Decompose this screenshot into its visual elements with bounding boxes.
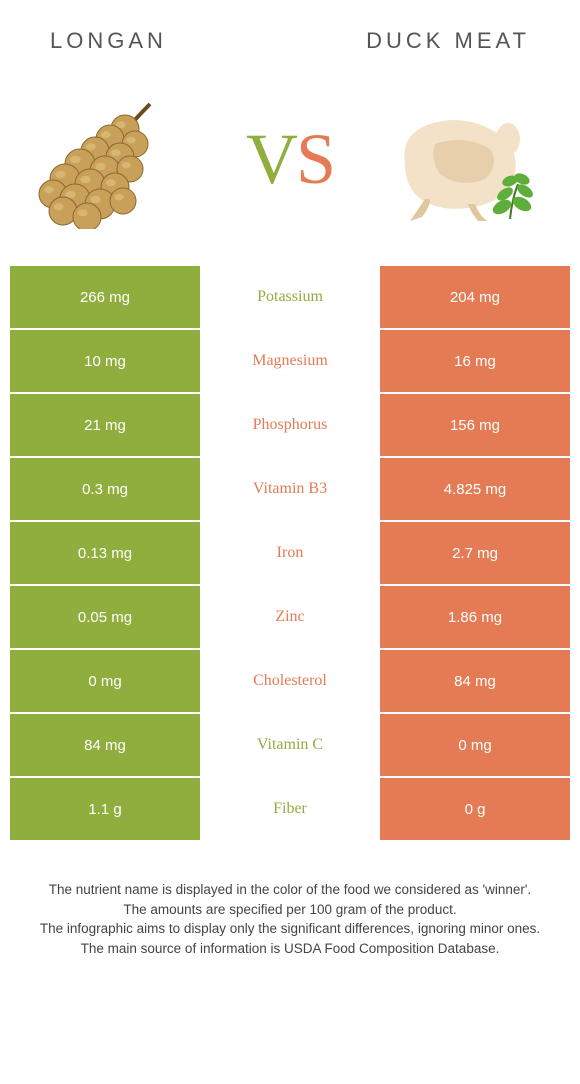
table-row: 0.3 mgVitamin B34.825 mg — [10, 456, 570, 520]
left-value: 10 mg — [10, 330, 200, 392]
nutrient-label: Vitamin C — [200, 714, 380, 776]
right-value: 16 mg — [380, 330, 570, 392]
table-row: 10 mgMagnesium16 mg — [10, 328, 570, 392]
nutrient-table: 266 mgPotassium204 mg10 mgMagnesium16 mg… — [10, 264, 570, 840]
table-row: 0.13 mgIron2.7 mg — [10, 520, 570, 584]
nutrient-label: Vitamin B3 — [200, 458, 380, 520]
left-value: 84 mg — [10, 714, 200, 776]
nutrient-label: Potassium — [200, 266, 380, 328]
nutrient-label: Iron — [200, 522, 380, 584]
left-food-title: LONGAN — [50, 28, 167, 54]
right-food-title: DUCK MEAT — [366, 28, 530, 54]
nutrient-label: Cholesterol — [200, 650, 380, 712]
table-row: 0.05 mgZinc1.86 mg — [10, 584, 570, 648]
nutrient-label: Fiber — [200, 778, 380, 840]
footnote-line: The main source of information is USDA F… — [18, 939, 562, 959]
longan-image — [30, 84, 200, 234]
left-value: 0 mg — [10, 650, 200, 712]
nutrient-label: Phosphorus — [200, 394, 380, 456]
nutrient-label: Magnesium — [200, 330, 380, 392]
left-value: 0.3 mg — [10, 458, 200, 520]
left-value: 0.05 mg — [10, 586, 200, 648]
table-row: 266 mgPotassium204 mg — [10, 264, 570, 328]
footnote-line: The nutrient name is displayed in the co… — [18, 880, 562, 900]
left-value: 0.13 mg — [10, 522, 200, 584]
right-value: 84 mg — [380, 650, 570, 712]
nutrient-label: Zinc — [200, 586, 380, 648]
footnote-line: The amounts are specified per 100 gram o… — [18, 900, 562, 920]
right-value: 0 mg — [380, 714, 570, 776]
duck-image — [380, 84, 550, 234]
right-value: 204 mg — [380, 266, 570, 328]
right-value: 156 mg — [380, 394, 570, 456]
right-value: 1.86 mg — [380, 586, 570, 648]
table-row: 21 mgPhosphorus156 mg — [10, 392, 570, 456]
table-row: 1.1 gFiber0 g — [10, 776, 570, 840]
vs-label: VS — [246, 118, 334, 201]
footnotes: The nutrient name is displayed in the co… — [0, 840, 580, 958]
footnote-line: The infographic aims to display only the… — [18, 919, 562, 939]
left-value: 266 mg — [10, 266, 200, 328]
right-value: 0 g — [380, 778, 570, 840]
left-value: 1.1 g — [10, 778, 200, 840]
table-row: 0 mgCholesterol84 mg — [10, 648, 570, 712]
left-value: 21 mg — [10, 394, 200, 456]
right-value: 2.7 mg — [380, 522, 570, 584]
right-value: 4.825 mg — [380, 458, 570, 520]
table-row: 84 mgVitamin C0 mg — [10, 712, 570, 776]
